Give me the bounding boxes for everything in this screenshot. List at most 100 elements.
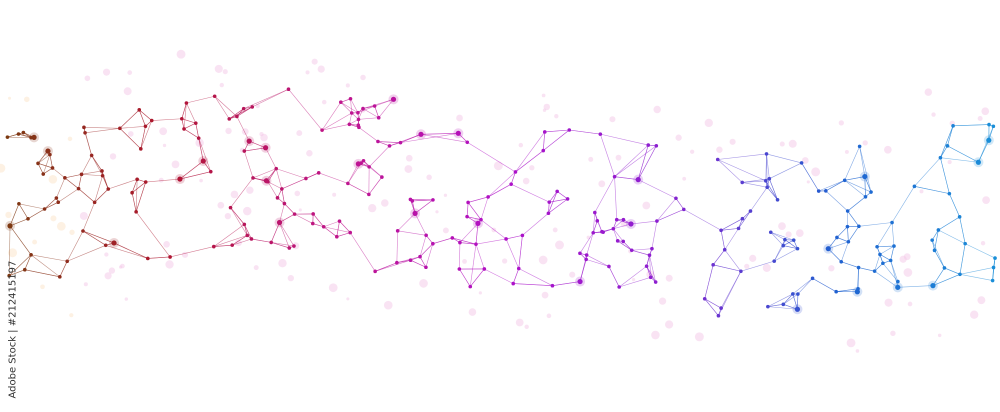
- network-node: [781, 302, 786, 307]
- network-edge: [704, 298, 719, 316]
- network-edge: [64, 174, 82, 179]
- network-node: [845, 209, 850, 213]
- network-edge: [363, 160, 383, 178]
- network-edge: [9, 269, 25, 276]
- network-node: [56, 200, 61, 204]
- network-edge: [323, 226, 337, 237]
- faint-dot: [296, 130, 303, 137]
- network-edge: [105, 245, 148, 259]
- network-edge: [214, 96, 238, 117]
- network-edge: [515, 131, 546, 173]
- network-node: [276, 219, 283, 226]
- network-node: [83, 130, 87, 135]
- network-node: [895, 284, 901, 290]
- network-edge: [83, 127, 120, 129]
- network-edge: [8, 225, 11, 276]
- network-edge: [78, 188, 95, 203]
- network-edge: [656, 198, 677, 222]
- faint-dot: [332, 192, 337, 197]
- network-edge: [349, 232, 376, 272]
- network-edge: [244, 224, 252, 240]
- network-node: [987, 122, 991, 127]
- network-node: [764, 152, 769, 156]
- network-edge: [783, 239, 794, 246]
- network-edge: [459, 242, 461, 270]
- network-edge: [375, 259, 411, 272]
- network-edge: [552, 281, 581, 286]
- network-node: [942, 266, 947, 270]
- network-node: [347, 122, 352, 127]
- network-edge: [81, 174, 103, 177]
- network-edge: [848, 226, 860, 242]
- network-node: [655, 219, 659, 223]
- network-edge: [44, 197, 57, 210]
- network-edge: [400, 134, 422, 143]
- network-edge: [579, 232, 594, 254]
- network-edge: [183, 128, 199, 139]
- network-edge: [49, 154, 53, 169]
- network-edge: [183, 102, 187, 129]
- network-node: [230, 243, 234, 247]
- network-edge: [467, 142, 516, 173]
- network-edge: [859, 146, 866, 177]
- network-edge: [81, 170, 103, 175]
- network-edge: [323, 226, 351, 233]
- network-edge: [459, 268, 471, 287]
- network-edge: [140, 126, 146, 149]
- faint-dot: [225, 127, 232, 135]
- faint-dot: [981, 107, 990, 116]
- network-edge: [362, 99, 394, 109]
- network-node: [542, 130, 547, 134]
- network-edge: [414, 199, 434, 214]
- faint-dot: [104, 252, 109, 257]
- faint-dot: [32, 239, 38, 245]
- network-edge: [890, 260, 899, 282]
- network-node: [245, 233, 250, 238]
- faint-dot: [689, 149, 695, 154]
- network-node: [857, 144, 862, 149]
- network-edge: [67, 245, 106, 262]
- faint-dot: [235, 239, 242, 247]
- network-edge: [841, 261, 859, 268]
- faint-dot: [682, 176, 687, 181]
- network-edge: [138, 109, 146, 127]
- network-node: [118, 126, 122, 131]
- faint-dot: [278, 259, 287, 268]
- network-node: [991, 265, 996, 270]
- network-node: [292, 244, 296, 248]
- network-edge: [322, 123, 350, 131]
- network-edge: [797, 278, 813, 295]
- faint-dot: [788, 139, 797, 148]
- network-node: [767, 176, 772, 181]
- network-edge: [91, 155, 103, 176]
- network-node: [228, 205, 233, 210]
- faint-dot: [884, 298, 893, 307]
- network-node: [646, 143, 651, 147]
- network-edge: [858, 222, 893, 227]
- network-node: [930, 238, 934, 242]
- network-node: [458, 240, 462, 245]
- network-edge: [631, 249, 650, 256]
- network-node: [875, 244, 879, 249]
- network-node: [211, 244, 216, 249]
- network-edge: [252, 168, 277, 179]
- network-edge: [792, 278, 813, 295]
- network-node: [932, 248, 937, 253]
- network-edge: [82, 202, 95, 232]
- network-edge: [770, 232, 784, 246]
- network-edge: [230, 207, 248, 236]
- network-edge: [953, 124, 990, 127]
- network-edge: [506, 235, 523, 240]
- network-edge: [375, 262, 397, 272]
- network-edge: [18, 203, 45, 210]
- faint-dot: [127, 131, 134, 137]
- network-edge: [396, 256, 421, 264]
- faint-dot: [368, 204, 377, 213]
- network-edge: [294, 213, 313, 224]
- network-edge: [78, 174, 82, 189]
- network-edge: [64, 177, 79, 189]
- faint-dot: [219, 82, 224, 88]
- network-node: [612, 174, 617, 179]
- faint-dot: [795, 229, 804, 237]
- network-edge: [58, 188, 79, 203]
